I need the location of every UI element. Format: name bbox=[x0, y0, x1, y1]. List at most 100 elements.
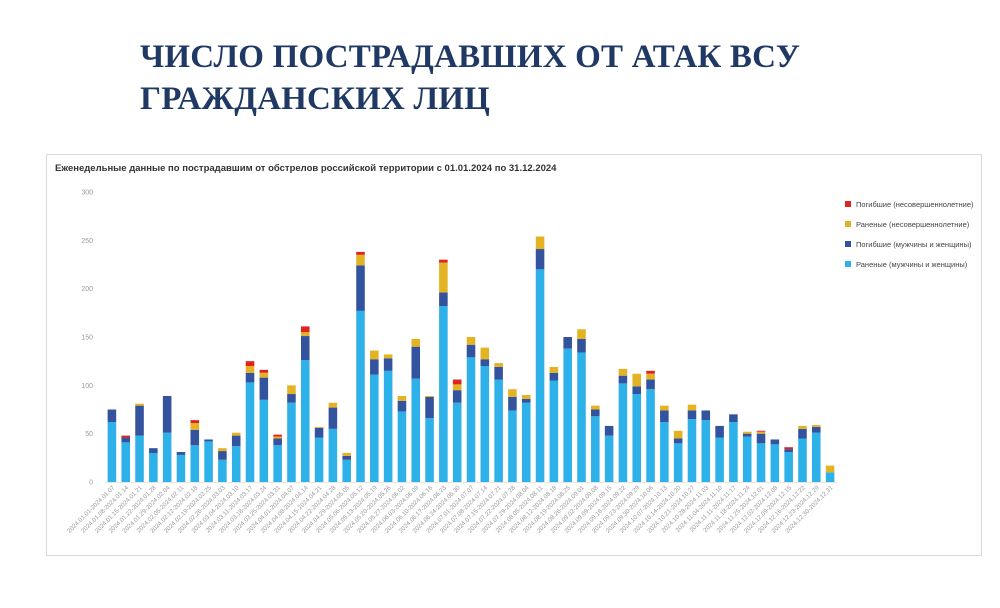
bar-23-series-2 bbox=[425, 395, 434, 397]
y-tick-label-200: 200 bbox=[81, 286, 93, 293]
bar-49-series-0 bbox=[784, 452, 793, 482]
bar-18-series-2 bbox=[356, 254, 365, 266]
bar-23-series-0 bbox=[425, 418, 434, 482]
bar-4-series-0 bbox=[162, 432, 172, 482]
bar-6-series-3 bbox=[190, 420, 200, 424]
bar-30-series-0 bbox=[521, 402, 531, 482]
bar-36-series-0 bbox=[604, 435, 614, 482]
legend-item-0: Раненые (мужчины и женщины) bbox=[845, 257, 974, 271]
bar-39-series-1 bbox=[646, 379, 655, 390]
bar-40-series-1 bbox=[660, 410, 669, 423]
bar-3-series-0 bbox=[149, 453, 158, 482]
bar-14-series-1 bbox=[300, 336, 310, 361]
bar-24-series-3 bbox=[439, 259, 448, 263]
bar-52-series-0 bbox=[825, 472, 835, 482]
bar-16-series-1 bbox=[328, 407, 338, 429]
bar-5-series-1 bbox=[176, 452, 186, 455]
y-tick-label-0: 0 bbox=[89, 480, 93, 487]
bar-34-series-0 bbox=[577, 352, 586, 482]
legend-label-0: Раненые (мужчины и женщины) bbox=[856, 259, 968, 269]
bar-16-series-0 bbox=[328, 428, 338, 482]
bar-7-series-0 bbox=[204, 441, 213, 482]
bar-44-series-1 bbox=[715, 425, 724, 438]
bar-39-series-2 bbox=[646, 373, 655, 380]
bar-16-series-2 bbox=[328, 402, 338, 408]
bar-21-series-0 bbox=[397, 411, 407, 482]
stacked-bar-chart: 0501001502002503002024.01.01-2024.01.072… bbox=[66, 190, 837, 535]
bar-15-series-1 bbox=[314, 427, 324, 438]
bar-28-series-2 bbox=[494, 363, 503, 367]
bar-15-series-2 bbox=[314, 426, 324, 428]
bar-8-series-2 bbox=[218, 448, 227, 452]
bar-27-series-1 bbox=[480, 359, 490, 366]
legend-item-2: Раненые (несовершеннолетние) bbox=[845, 217, 974, 231]
bar-29-series-2 bbox=[508, 389, 517, 397]
bar-13-series-2 bbox=[287, 385, 296, 395]
bar-38-series-2 bbox=[632, 373, 642, 387]
legend-label-3: Погибшие (несовершеннолетние) bbox=[856, 199, 974, 209]
bar-24-series-1 bbox=[439, 292, 448, 307]
bar-45-series-0 bbox=[729, 422, 738, 482]
bar-6-series-1 bbox=[190, 429, 200, 446]
bar-42-series-0 bbox=[687, 419, 697, 482]
bar-22-series-0 bbox=[411, 378, 421, 482]
bar-48-series-1 bbox=[770, 439, 780, 445]
slide-title: ЧИСЛО ПОСТРАДАВШИХ ОТ АТАК ВСУ ГРАЖДАНСК… bbox=[140, 36, 960, 120]
legend-swatch-0 bbox=[845, 261, 851, 267]
bar-30-series-1 bbox=[521, 398, 531, 403]
bar-51-series-0 bbox=[812, 432, 821, 482]
bar-46-series-0 bbox=[742, 436, 752, 482]
bar-15-series-0 bbox=[314, 437, 324, 482]
bar-48-series-0 bbox=[770, 444, 780, 482]
bar-11-series-0 bbox=[259, 399, 269, 482]
bar-25-series-2 bbox=[452, 384, 462, 391]
y-tick-label-150: 150 bbox=[81, 335, 93, 342]
bar-42-series-1 bbox=[687, 410, 697, 420]
y-tick-label-300: 300 bbox=[81, 190, 93, 197]
bar-50-series-1 bbox=[798, 428, 807, 439]
bar-24-series-0 bbox=[439, 306, 448, 482]
bar-47-series-0 bbox=[756, 443, 766, 482]
legend-swatch-2 bbox=[845, 221, 851, 227]
bar-21-series-2 bbox=[397, 395, 407, 401]
bar-32-series-2 bbox=[549, 366, 559, 373]
bar-20-series-2 bbox=[383, 354, 393, 359]
bar-31-series-1 bbox=[535, 249, 545, 270]
bar-11-series-3 bbox=[259, 369, 269, 373]
bar-39-series-3 bbox=[646, 370, 655, 374]
bar-0-series-0 bbox=[107, 422, 117, 482]
legend-swatch-1 bbox=[845, 241, 851, 247]
bar-0-series-1 bbox=[107, 409, 117, 423]
bar-1-series-0 bbox=[121, 442, 130, 482]
bar-35-series-0 bbox=[591, 416, 600, 482]
bar-1-series-1 bbox=[121, 437, 130, 443]
legend-label-2: Раненые (несовершеннолетние) bbox=[856, 219, 970, 229]
bar-41-series-2 bbox=[673, 430, 683, 439]
bar-32-series-0 bbox=[549, 380, 559, 482]
y-tick-label-250: 250 bbox=[81, 238, 93, 245]
bar-13-series-0 bbox=[287, 402, 296, 482]
bar-14-series-0 bbox=[300, 360, 310, 482]
bar-7-series-1 bbox=[204, 439, 213, 442]
bar-47-series-3 bbox=[756, 430, 766, 432]
bar-41-series-1 bbox=[673, 438, 683, 444]
bar-26-series-0 bbox=[466, 357, 476, 482]
bar-6-series-2 bbox=[190, 423, 200, 430]
chart-title: Еженедельные данные по пострадавшим от о… bbox=[55, 163, 557, 174]
bar-24-series-2 bbox=[439, 262, 448, 293]
bar-40-series-2 bbox=[660, 405, 669, 411]
bar-34-series-2 bbox=[577, 329, 586, 339]
bar-46-series-2 bbox=[742, 431, 752, 434]
bar-35-series-2 bbox=[591, 405, 600, 410]
bar-38-series-0 bbox=[632, 394, 642, 482]
bar-2-series-1 bbox=[135, 405, 144, 436]
bar-25-series-3 bbox=[452, 379, 462, 385]
bar-11-series-2 bbox=[259, 372, 269, 378]
bar-8-series-0 bbox=[218, 459, 227, 482]
bar-43-series-0 bbox=[701, 420, 711, 482]
bar-17-series-0 bbox=[342, 459, 351, 482]
bar-2-series-0 bbox=[135, 435, 144, 482]
bar-29-series-1 bbox=[508, 396, 517, 411]
bar-37-series-1 bbox=[618, 375, 628, 384]
bar-9-series-1 bbox=[231, 435, 241, 447]
